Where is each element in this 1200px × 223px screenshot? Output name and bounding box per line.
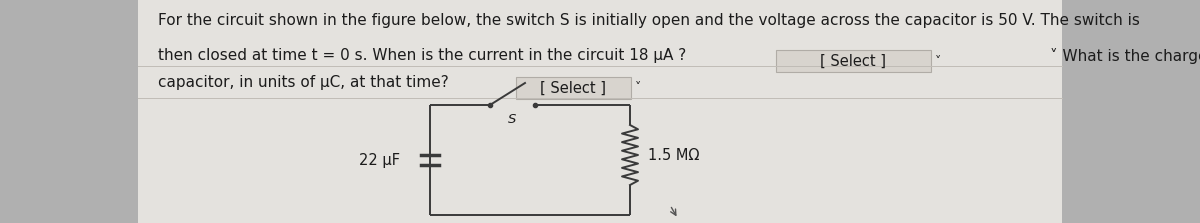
Text: ˅: ˅ <box>935 54 941 68</box>
Text: [ Select ]: [ Select ] <box>821 54 887 68</box>
Text: 1.5 MΩ: 1.5 MΩ <box>648 147 700 163</box>
Text: S: S <box>509 113 517 126</box>
Text: For the circuit shown in the figure below, the switch S is initially open and th: For the circuit shown in the figure belo… <box>158 13 1140 28</box>
Bar <box>516 77 631 99</box>
Text: capacitor, in units of μC, at that time?: capacitor, in units of μC, at that time? <box>158 75 449 90</box>
Text: 22 μF: 22 μF <box>359 153 400 167</box>
Text: then closed at time t = 0 s. When is the current in the circuit 18 μA ?: then closed at time t = 0 s. When is the… <box>158 48 686 63</box>
Text: ˅ What is the charge on the: ˅ What is the charge on the <box>1050 48 1200 64</box>
Bar <box>776 50 931 72</box>
Text: [ Select ]: [ Select ] <box>540 81 606 95</box>
Text: ˅: ˅ <box>635 81 641 95</box>
Bar <box>138 0 1062 223</box>
